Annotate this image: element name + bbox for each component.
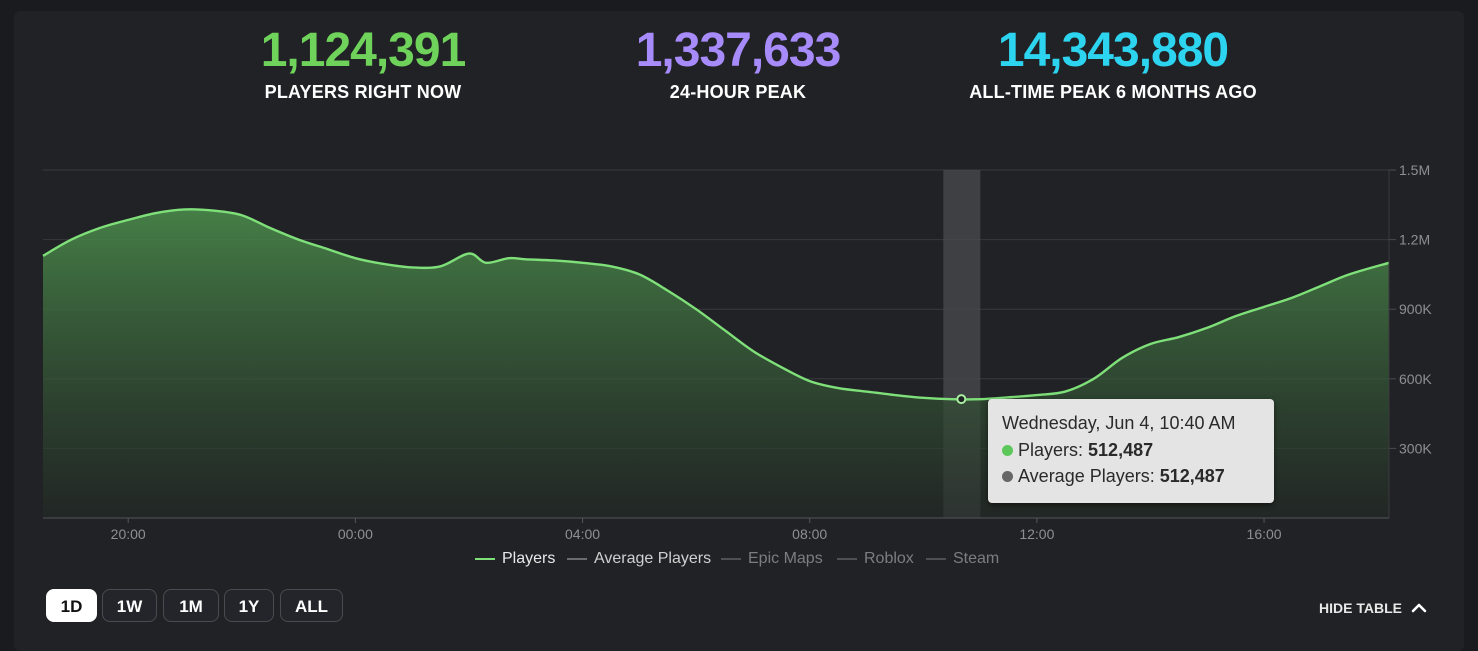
players-series-line[interactable] [42, 208, 1390, 401]
stat-24h-peak-value: 1,337,633 [635, 24, 842, 77]
range-button-1w[interactable]: 1W [102, 589, 157, 622]
x-tick-label: 00:00 [338, 526, 373, 542]
stat-all-time-peak-value: 14,343,880 [997, 24, 1229, 77]
tooltip-players-value: 512,487 [1088, 440, 1154, 460]
range-button-1d[interactable]: 1D [46, 589, 97, 622]
players-dot-icon [1002, 445, 1013, 456]
y-tick-label: 300K [1399, 440, 1432, 456]
tooltip-average-label: Average Players: [1018, 466, 1160, 486]
legend-item-steam[interactable]: Steam [926, 550, 999, 568]
legend-swatch-epic-maps [721, 558, 741, 560]
stat-24h-peak: 1,337,633 24-HOUR PEAK [598, 26, 878, 103]
legend-item-average-players[interactable]: Average Players [567, 550, 711, 568]
tooltip-players-row: Players: 512,487 [1002, 440, 1153, 461]
stat-current-players-label: PLAYERS RIGHT NOW [264, 82, 462, 102]
legend-swatch-roblox [837, 558, 857, 560]
legend-label-average: Average Players [594, 550, 712, 567]
legend-item-players[interactable]: Players [475, 550, 555, 568]
tooltip-players-label: Players: [1018, 440, 1089, 460]
legend-swatch-average [567, 558, 587, 560]
legend-label-steam: Steam [953, 550, 1000, 567]
x-tick-label: 12:00 [1019, 526, 1054, 542]
y-tick-label: 900K [1399, 301, 1432, 317]
hover-point[interactable] [956, 394, 967, 405]
tooltip-average-value: 512,487 [1159, 466, 1225, 486]
legend-label-players: Players [502, 550, 556, 567]
average-dot-icon [1002, 471, 1013, 482]
hover-tooltip: Wednesday, Jun 4, 10:40 AM Players: 512,… [988, 399, 1274, 503]
chevron-up-icon [1411, 603, 1427, 613]
tooltip-title: Wednesday, Jun 4, 10:40 AM [1002, 413, 1236, 433]
stat-all-time-peak-label: ALL-TIME PEAK 6 MONTHS AGO [969, 82, 1257, 102]
y-tick-label: 600K [1399, 371, 1432, 387]
x-tick-label: 08:00 [792, 526, 827, 542]
legend-swatch-players [475, 558, 495, 560]
stat-all-time-peak: 14,343,880 ALL-TIME PEAK 6 MONTHS AGO [950, 26, 1276, 103]
stat-current-players: 1,124,391 PLAYERS RIGHT NOW [238, 26, 488, 103]
legend-item-roblox[interactable]: Roblox [837, 550, 914, 568]
y-tick-label: 1.5M [1399, 162, 1430, 178]
legend-label-roblox: Roblox [864, 550, 914, 567]
hide-table-label: HIDE TABLE [1319, 600, 1402, 616]
stat-current-players-value: 1,124,391 [260, 24, 467, 77]
y-tick-label: 1.2M [1399, 232, 1430, 248]
tooltip-average-row: Average Players: 512,487 [1002, 466, 1225, 487]
x-tick-label: 20:00 [111, 526, 146, 542]
range-button-1m[interactable]: 1M [163, 589, 219, 622]
legend-item-epic-maps[interactable]: Epic Maps [721, 550, 823, 568]
hide-table-button[interactable]: HIDE TABLE [1319, 600, 1427, 616]
stat-24h-peak-label: 24-HOUR PEAK [669, 82, 807, 102]
range-button-all[interactable]: ALL [280, 589, 343, 622]
legend-swatch-steam [926, 558, 946, 560]
x-tick-label: 04:00 [565, 526, 600, 542]
range-button-1y[interactable]: 1Y [224, 589, 274, 622]
legend-label-epic-maps: Epic Maps [748, 550, 823, 567]
x-tick-label: 16:00 [1247, 526, 1282, 542]
